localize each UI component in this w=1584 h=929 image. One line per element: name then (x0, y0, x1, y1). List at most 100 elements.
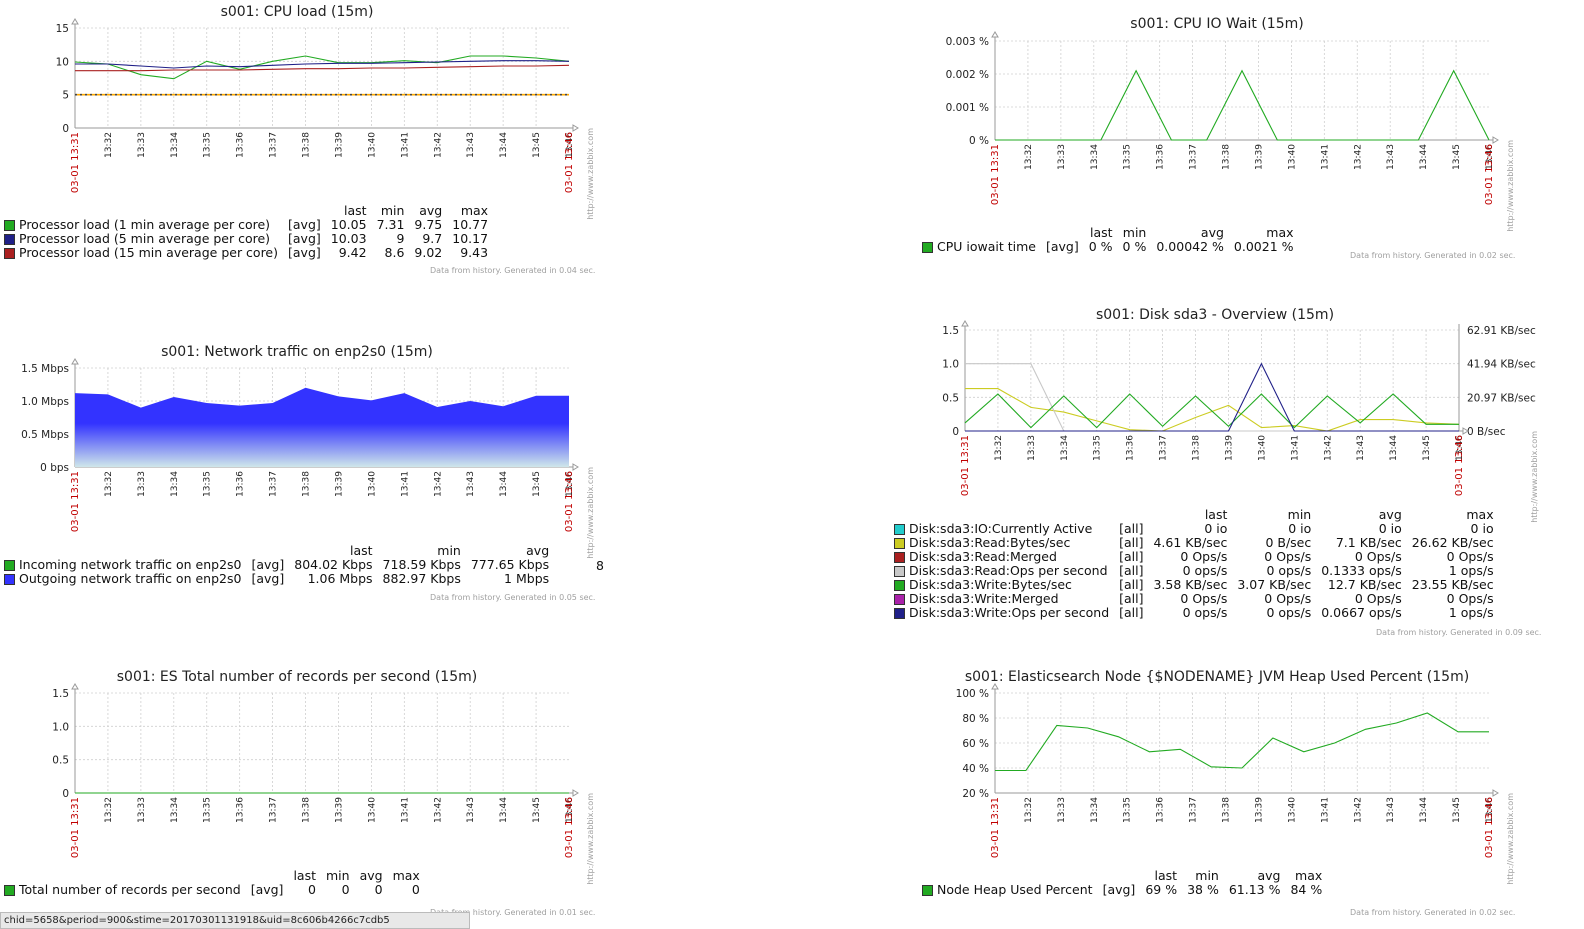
legend-truncated-max: 8 (596, 558, 604, 573)
legend-value-last: 0 io (1204, 521, 1228, 536)
legend-value-avg: 777.65 Kbps (470, 557, 550, 572)
legend-swatch (4, 234, 15, 245)
legend-series-name: Disk:sda3:Read:Bytes/sec (909, 535, 1071, 550)
legend-series-name: Disk:sda3:Write:Bytes/sec (909, 577, 1072, 592)
x-tick-label: 13:34 (170, 132, 180, 158)
legend: last min avg max CPU iowait time [avg] 0 % 0 % 0… (922, 226, 1299, 254)
legend-function: [all] (1119, 535, 1144, 550)
legend-function: [avg] (250, 882, 284, 897)
legend-swatch (894, 524, 905, 535)
y-tick-label: 0.5 Mbps (21, 429, 69, 441)
graph-title: s001: CPU load (15m) (221, 4, 374, 20)
legend-series-name: Processor load (1 min average per core) (19, 217, 271, 232)
legend-series-name: Disk:sda3:IO:Currently Active (909, 521, 1093, 536)
x-tick-label: 13:42 (1353, 797, 1363, 823)
y-right-tick-label: 41.94 KB/sec (1467, 359, 1536, 371)
graph-title: s001: Network traffic on enp2s0 (15m) (161, 344, 433, 360)
x-tick-label: 13:41 (400, 471, 410, 497)
legend-row: Incoming network traffic on enp2s0 [avg] 8… (4, 558, 554, 572)
legend-function: [avg] (288, 231, 321, 246)
legend-value-max: 9.43 (460, 245, 489, 260)
legend-swatch (4, 574, 15, 585)
es-svg: s001: ES Total number of records per sec… (52, 669, 595, 885)
legend-series-name: Node Heap Used Percent (937, 882, 1093, 897)
y-tick-label: 1.5 Mbps (21, 363, 69, 375)
y-tick-label: 20 % (962, 788, 989, 800)
legend-series-name: Disk:sda3:Write:Merged (909, 591, 1059, 606)
legend-value-last: 9.42 (338, 245, 367, 260)
x-tick-label: 13:38 (1222, 797, 1232, 823)
legend-row: Processor load (15 min average per core)… (4, 246, 493, 260)
x-tick-label: 13:41 (1320, 797, 1330, 823)
legend-value-last: 69 % (1145, 882, 1178, 897)
x-tick-label: 13:45 (532, 797, 542, 823)
x-tick-label: 13:34 (170, 471, 180, 497)
legend-series-name: Incoming network traffic on enp2s0 (19, 557, 242, 572)
x-tick-label: 13:35 (203, 797, 213, 823)
x-tick-label: 13:45 (532, 471, 542, 497)
legend-value-avg: 9.75 (414, 217, 443, 232)
x-tick-label: 13:35 (203, 132, 213, 158)
legend-column-header: max (460, 203, 489, 218)
y-tick-label: 5 (62, 90, 69, 102)
graph-title: s001: ES Total number of records per sec… (117, 669, 477, 685)
legend-value-min: 0 Ops/s (1264, 549, 1312, 564)
legend-swatch (4, 560, 15, 571)
y-tick-label: 40 % (962, 763, 989, 775)
legend-row: Outgoing network traffic on enp2s0 [avg] 1… (4, 572, 554, 586)
x-tick-label: 13:37 (269, 471, 279, 497)
y-right-tick-label: 0 B/sec (1467, 426, 1506, 438)
legend-row: Disk:sda3:Write:Bytes/sec [all] 3.58 KB/se… (894, 578, 1499, 592)
x-tick-label: 13:38 (302, 797, 312, 823)
y-tick-label: 80 % (962, 713, 989, 725)
legend-value-last: 0 ops/s (1182, 563, 1228, 578)
legend-column-header: avg (1257, 868, 1281, 883)
legend-value-max: 10.17 (452, 231, 489, 246)
x-tick-label: 13:44 (1419, 144, 1429, 170)
legend-column-header: last (1090, 225, 1113, 240)
legend-value-avg: 0 (374, 882, 383, 897)
zabbix-watermark: http://www.zabbix.com (1506, 793, 1515, 885)
legend-column-header: avg (1378, 507, 1402, 522)
x-tick-label: 13:43 (1386, 144, 1396, 170)
cpu-load-graph: s001: CPU load (15m) 0 5 10 15 13:32 13:33 13:3… (0, 0, 610, 285)
legend-function: [avg] (1102, 882, 1136, 897)
legend-swatch (4, 885, 15, 896)
x-tick-label: 13:40 (367, 132, 377, 158)
y-tick-label: 10 (56, 56, 69, 68)
legend-value-max: 84 % (1290, 882, 1323, 897)
y-tick-label: 0 bps (40, 462, 69, 474)
legend-value-last: 10.05 (330, 217, 367, 232)
end-time-label: 03-01 13:46 (1484, 797, 1495, 858)
legend-swatch (894, 566, 905, 577)
network-traffic-graph: s001: Network traffic on enp2s0 (15m) 0 b… (0, 340, 610, 610)
y-tick-label: 0.001 % (946, 102, 989, 114)
legend-swatch (922, 885, 933, 896)
y-tick-label: 1.0 Mbps (21, 396, 69, 408)
zabbix-watermark: http://www.zabbix.com (1506, 140, 1515, 232)
generated-note: Data from history. Generated in 0.09 sec… (1376, 628, 1542, 637)
legend-swatch (894, 538, 905, 549)
legend-series-name: Disk:sda3:Read:Merged (909, 549, 1057, 564)
legend-value-avg: 0.1333 ops/s (1321, 563, 1402, 578)
x-tick-label: 13:33 (1057, 797, 1067, 823)
x-tick-label: 13:44 (499, 471, 509, 497)
legend-column-header: last (350, 543, 373, 558)
legend-row: Disk:sda3:Read:Ops per second [all] 0 ops/… (894, 564, 1499, 578)
x-tick-label: 13:39 (334, 797, 344, 823)
x-tick-label: 13:45 (1452, 797, 1462, 823)
net-svg: s001: Network traffic on enp2s0 (15m) 0 b… (21, 344, 595, 559)
x-tick-label: 13:41 (1320, 144, 1330, 170)
x-tick-label: 13:39 (1254, 144, 1264, 170)
x-tick-label: 13:41 (400, 132, 410, 158)
legend-value-avg: 0 Ops/s (1354, 591, 1402, 606)
series-line-6 (965, 362, 1459, 432)
series-line-0 (995, 712, 1489, 772)
x-tick-label: 13:34 (1090, 797, 1100, 823)
disk-svg: s001: Disk sda3 - Overview (15m) 0 0 B/sec… (942, 307, 1539, 523)
legend-row: Node Heap Used Percent [avg] 69 % 38 % 61.13… (922, 883, 1327, 897)
legend-swatch (922, 242, 933, 253)
legend-series-name: Outgoing network traffic on enp2s0 (19, 571, 242, 586)
cpu-svg: s001: CPU load (15m) 0 5 10 15 13:32 13:33 13:3… (56, 4, 595, 220)
jvm-heap-graph: s001: Elasticsearch Node {$NODENAME} JVM… (920, 665, 1530, 917)
